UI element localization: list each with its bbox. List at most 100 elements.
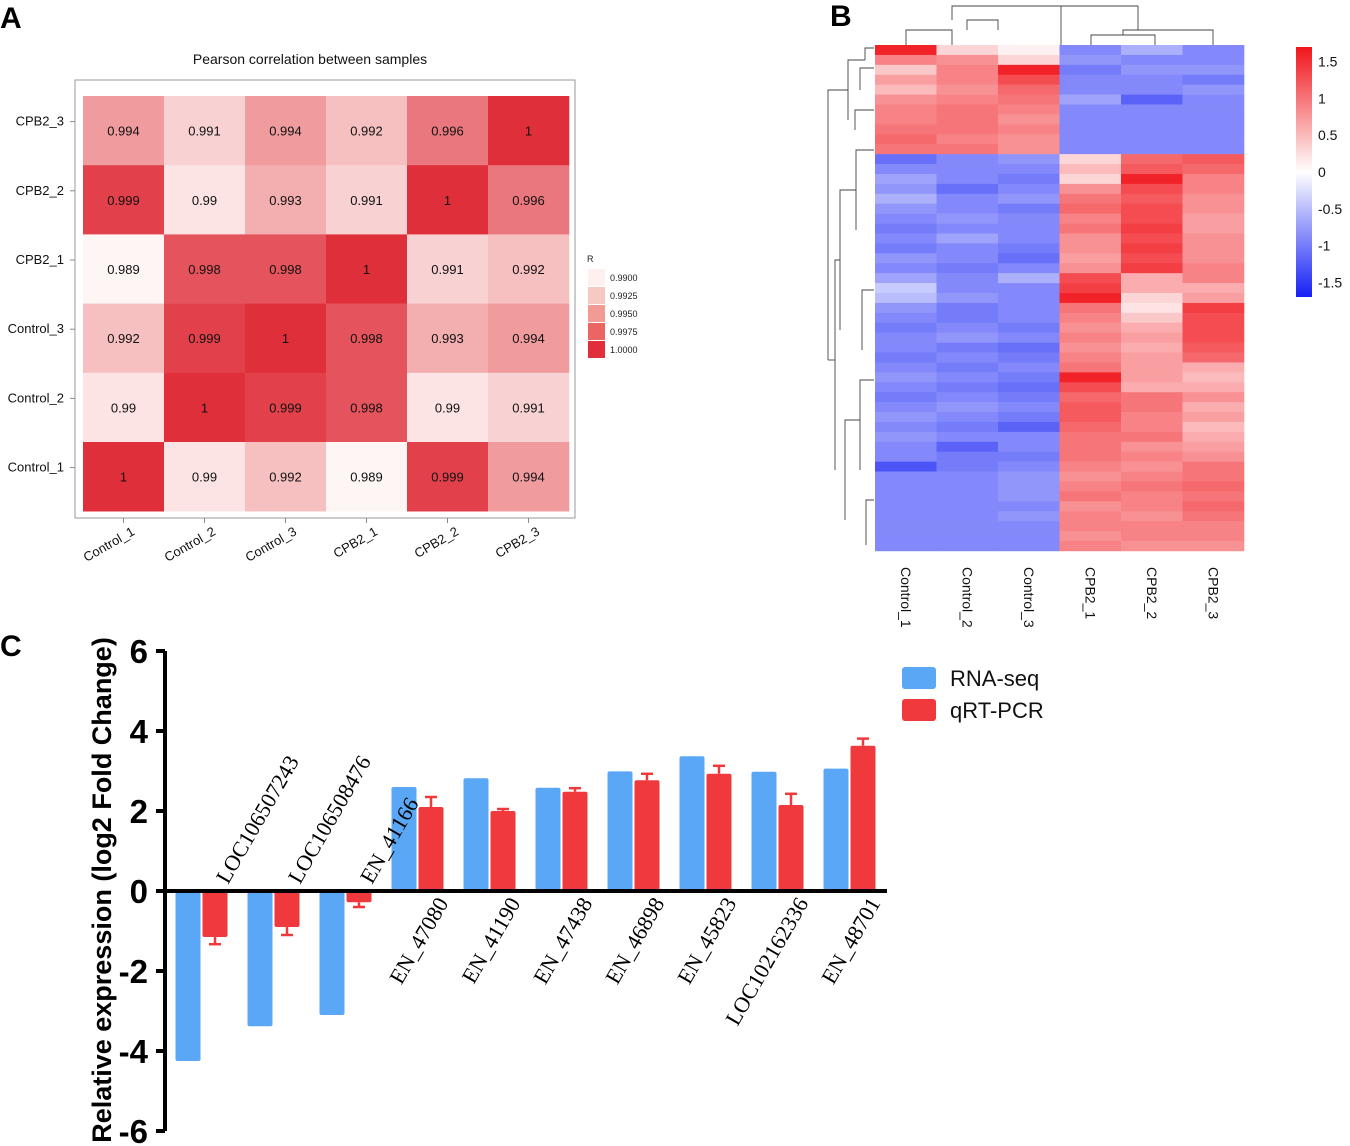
expression-cell bbox=[1121, 183, 1183, 195]
qrt-pcr-bar bbox=[418, 807, 444, 891]
expression-cell bbox=[1182, 193, 1245, 205]
correlation-cell bbox=[326, 96, 408, 166]
x-category-label: EN_46898 bbox=[600, 893, 669, 988]
expression-cell bbox=[936, 501, 999, 512]
expression-cell bbox=[1059, 392, 1122, 403]
dendrogram-branch bbox=[1061, 5, 1139, 30]
expression-cell bbox=[1121, 481, 1183, 492]
expression-cell bbox=[1121, 45, 1183, 56]
correlation-value: 1 bbox=[201, 400, 208, 415]
correlation-value: 0.996 bbox=[431, 124, 464, 139]
expression-cell bbox=[998, 501, 1060, 512]
rna-seq-bar bbox=[391, 787, 417, 891]
dendrogram-branch bbox=[861, 289, 874, 350]
correlation-cell bbox=[83, 442, 165, 512]
expression-cell bbox=[1059, 521, 1122, 532]
correlation-value: 0.99 bbox=[192, 193, 217, 208]
expression-colorbar-label: 1 bbox=[1318, 90, 1326, 106]
correlation-x-label: Control_3 bbox=[243, 524, 299, 565]
expression-cell bbox=[1059, 352, 1122, 363]
expression-cell bbox=[1121, 412, 1183, 423]
expression-cell bbox=[875, 154, 937, 165]
expression-cell bbox=[1182, 531, 1245, 542]
expression-cell bbox=[1121, 302, 1183, 314]
correlation-x-label: CPB2_3 bbox=[493, 524, 542, 561]
expression-cell bbox=[936, 243, 999, 254]
expression-cell bbox=[1121, 293, 1183, 304]
expression-cell bbox=[875, 124, 937, 135]
correlation-value: 0.994 bbox=[512, 331, 545, 346]
expression-cell bbox=[998, 322, 1060, 333]
x-category-label: EN_41190 bbox=[456, 893, 525, 987]
expression-cell bbox=[998, 94, 1060, 105]
expression-cell bbox=[1059, 124, 1122, 135]
dendrogram-branch bbox=[844, 419, 860, 520]
expression-cell bbox=[1182, 154, 1245, 165]
expression-cell bbox=[1121, 402, 1183, 413]
expression-cell bbox=[998, 392, 1060, 403]
expression-cell bbox=[998, 521, 1060, 532]
expression-cell bbox=[1121, 64, 1183, 76]
expression-cell bbox=[1121, 332, 1183, 343]
correlation-cell bbox=[245, 234, 327, 304]
correlation-cell bbox=[326, 234, 408, 304]
dendrogram-branch bbox=[839, 189, 856, 330]
expression-cell bbox=[1121, 233, 1183, 244]
expression-cell bbox=[1059, 243, 1122, 254]
expression-cell bbox=[936, 134, 999, 145]
expression-cell bbox=[1182, 302, 1245, 314]
expression-colorbar-label: -1 bbox=[1318, 238, 1331, 254]
correlation-legend-swatch bbox=[588, 341, 605, 358]
expression-cell bbox=[1182, 372, 1245, 383]
expression-cell bbox=[1059, 253, 1122, 264]
expression-cell bbox=[1121, 213, 1183, 224]
correlation-x-label: Control_2 bbox=[162, 524, 218, 565]
correlation-value: 0.99 bbox=[111, 400, 136, 415]
expression-cell bbox=[875, 322, 937, 333]
y-tick-label: 0 bbox=[130, 873, 148, 910]
qrt-pcr-bar bbox=[274, 891, 300, 927]
expression-cell bbox=[1121, 84, 1183, 95]
qrt-pcr-bar bbox=[562, 791, 588, 891]
expression-cell bbox=[875, 203, 937, 214]
expression-cell bbox=[1059, 372, 1122, 383]
expression-cell bbox=[1059, 481, 1122, 492]
expression-cell bbox=[936, 412, 999, 423]
expression-cell bbox=[875, 134, 937, 145]
expression-cell bbox=[1059, 283, 1122, 294]
correlation-cell bbox=[83, 372, 165, 443]
expression-colorbar: 1.5 1 0.5 0 -0.5 -1 -1.5 bbox=[1296, 47, 1342, 297]
rna-seq-bar bbox=[607, 771, 633, 891]
expression-cell bbox=[998, 531, 1060, 542]
correlation-cell bbox=[164, 442, 246, 512]
expression-cell bbox=[936, 451, 999, 462]
expression-cell bbox=[1121, 94, 1183, 105]
expression-cell bbox=[1121, 511, 1183, 522]
expression-cell bbox=[1182, 45, 1245, 56]
expression-cell bbox=[1182, 362, 1245, 373]
correlation-cell bbox=[83, 303, 165, 374]
correlation-cell bbox=[488, 442, 570, 512]
expression-cell bbox=[936, 144, 999, 155]
expression-cell bbox=[1182, 164, 1245, 175]
correlation-value: 0.992 bbox=[350, 124, 383, 139]
expression-cell bbox=[875, 64, 937, 76]
expression-cell bbox=[998, 342, 1060, 353]
expression-cell bbox=[998, 124, 1060, 135]
correlation-heatmap: Pearson correlation between samples 0.99… bbox=[8, 51, 638, 565]
correlation-y-label: Control_3 bbox=[8, 321, 64, 336]
correlation-x-label: CPB2_2 bbox=[412, 524, 461, 561]
expression-cell bbox=[1182, 441, 1245, 453]
dendrogram-branch bbox=[847, 59, 865, 120]
expression-cell bbox=[1182, 213, 1245, 224]
expression-cell bbox=[1182, 84, 1245, 95]
expression-cell bbox=[998, 173, 1060, 185]
correlation-cell bbox=[407, 165, 489, 235]
expression-cell bbox=[1121, 193, 1183, 205]
qrt-pcr-bar bbox=[706, 773, 732, 891]
correlation-value: 0.99 bbox=[435, 400, 460, 415]
expression-cell bbox=[1182, 352, 1245, 363]
expression-cell bbox=[1059, 164, 1122, 175]
expression-cell bbox=[936, 263, 999, 274]
